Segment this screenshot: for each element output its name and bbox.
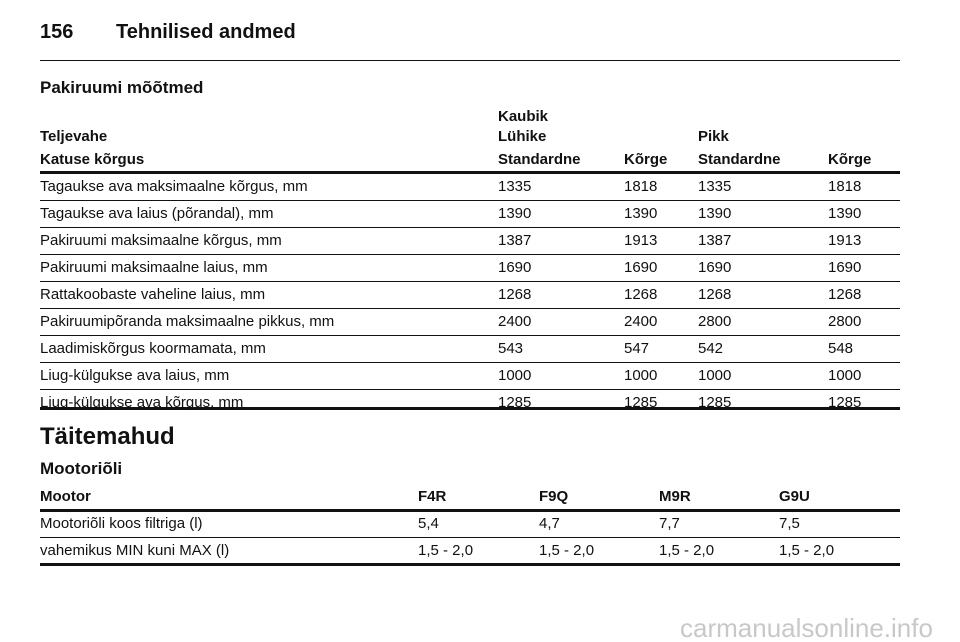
page-number: 156 [40, 21, 74, 43]
cell: 548 [828, 340, 854, 357]
cell: 542 [698, 340, 724, 357]
row-label: Tagaukse ava maksimaalne kõrgus, mm [40, 178, 308, 195]
cell: 1285 [828, 394, 862, 411]
cell: 1268 [498, 286, 532, 303]
column-header: M9R [659, 488, 691, 505]
row-label: Tagaukse ava laius (põrandal), mm [40, 205, 274, 222]
cell: 1,5 - 2,0 [779, 542, 835, 559]
cell: 2800 [698, 313, 732, 330]
row-label: Pakiruumi maksimaalne laius, mm [40, 259, 268, 276]
row-label: Liug-külgukse ava laius, mm [40, 367, 230, 384]
cell: 1,5 - 2,0 [659, 542, 715, 559]
cell: 1268 [828, 286, 862, 303]
section-title: Pakiruumi mõõtmed [40, 78, 204, 97]
table-rule [40, 509, 900, 512]
row-label: Laadimiskõrgus koormamata, mm [40, 340, 266, 357]
cell: 1268 [624, 286, 658, 303]
cell: 1390 [828, 205, 862, 222]
cell: 1387 [698, 232, 732, 249]
row-rule [40, 200, 900, 201]
watermark: carmanualsonline.info [680, 613, 933, 642]
table-rule [40, 563, 900, 566]
cell: 1690 [624, 259, 658, 276]
cell: 1285 [498, 394, 532, 411]
cell: 1690 [698, 259, 732, 276]
cell: 2400 [498, 313, 532, 330]
row-rule [40, 308, 900, 309]
row-label: vahemikus MIN kuni MAX (l) [40, 542, 230, 559]
column-group: Kaubik [498, 108, 549, 125]
row-rule [40, 362, 900, 363]
column-header: F4R [418, 488, 447, 505]
cell: 5,4 [418, 515, 439, 532]
row-rule [40, 335, 900, 336]
column-header: Standardne [498, 151, 581, 168]
cell: 1000 [498, 367, 532, 384]
row-header: Teljevahe [40, 128, 108, 145]
cell: 1913 [828, 232, 862, 249]
cell: 7,7 [659, 515, 680, 532]
subsection-title: Mootoriõli [40, 459, 123, 478]
cell: 1390 [498, 205, 532, 222]
column-header: G9U [779, 488, 810, 505]
cell: 1268 [698, 286, 732, 303]
cell: 1387 [498, 232, 532, 249]
row-label: Rattakoobaste vaheline laius, mm [40, 286, 266, 303]
section-title: Täitemahud [40, 423, 175, 450]
row-rule [40, 254, 900, 255]
cell: 1818 [828, 178, 862, 195]
row-label: Mootoriõli koos filtriga (l) [40, 515, 203, 532]
cell: 2800 [828, 313, 862, 330]
row-rule [40, 227, 900, 228]
column-group: Pikk [698, 128, 729, 145]
cell: 1000 [698, 367, 732, 384]
column-header: Mootor [40, 488, 91, 505]
table-rule [40, 171, 900, 174]
cell: 543 [498, 340, 524, 357]
row-rule [40, 389, 900, 390]
column-header: Kõrge [828, 151, 872, 168]
column-header: Standardne [698, 151, 781, 168]
cell: 1335 [498, 178, 532, 195]
cell: 1285 [698, 394, 732, 411]
cell: 1335 [698, 178, 732, 195]
cell: 1,5 - 2,0 [418, 542, 474, 559]
cell: 7,5 [779, 515, 800, 532]
cell: 1,5 - 2,0 [539, 542, 595, 559]
row-rule [40, 281, 900, 282]
cell: 1000 [828, 367, 862, 384]
column-header: F9Q [539, 488, 569, 505]
cell: 1913 [624, 232, 658, 249]
cell: 1285 [624, 394, 658, 411]
cell: 1690 [828, 259, 862, 276]
row-header: Katuse kõrgus [40, 151, 145, 168]
row-rule [40, 537, 900, 538]
cell: 1000 [624, 367, 658, 384]
row-label: Pakiruumipõranda maksimaalne pikkus, mm [40, 313, 335, 330]
cell: 2400 [624, 313, 658, 330]
column-group: Lühike [498, 128, 547, 145]
row-label: Liug-külgukse ava kõrgus, mm [40, 394, 244, 411]
header-rule [40, 60, 900, 61]
row-label: Pakiruumi maksimaalne kõrgus, mm [40, 232, 282, 249]
cell: 1818 [624, 178, 658, 195]
cell: 1690 [498, 259, 532, 276]
page-title: Tehnilised andmed [116, 21, 296, 43]
column-header: Kõrge [624, 151, 668, 168]
cell: 1390 [698, 205, 732, 222]
table-rule [40, 407, 900, 410]
cell: 1390 [624, 205, 658, 222]
cell: 547 [624, 340, 650, 357]
cell: 4,7 [539, 515, 560, 532]
